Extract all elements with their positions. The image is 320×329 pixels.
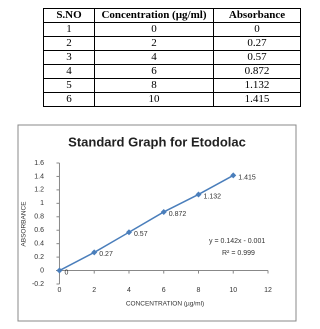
data-label: 0.57 (134, 231, 148, 238)
data-label: 0.27 (99, 251, 113, 258)
data-point (230, 172, 237, 179)
data-point (195, 191, 202, 198)
y-tick-label: 0.2 (34, 254, 44, 261)
y-tick-label: 1.6 (34, 160, 44, 167)
y-tick-label: 1 (40, 200, 44, 207)
x-axis-label: CONCENTRATION (µg/ml) (126, 301, 204, 308)
table-row: 4 6 0.872 (43, 64, 301, 79)
x-tick-label: 6 (162, 287, 166, 294)
table-row: 5 8 1.132 (43, 78, 301, 93)
y-tick-label: -0.2 (32, 281, 44, 288)
y-tick-label: 1.2 (34, 187, 44, 194)
table-row: 6 10 1.415 (43, 92, 301, 107)
table-row: 2 2 0.27 (43, 36, 301, 51)
y-axis-label: ABSORBANCE (21, 201, 28, 247)
x-tick-label: 4 (127, 287, 131, 294)
y-tick-label: 0 (40, 267, 44, 274)
data-label: 0 (64, 269, 68, 276)
x-tick-label: 10 (229, 287, 237, 294)
chart-frame (17, 124, 297, 322)
data-label: 1.132 (203, 193, 221, 200)
series-line (59, 174, 234, 272)
table-cell: 1.415 (213, 92, 301, 107)
data-point (91, 249, 98, 256)
y-tick-label: 0.4 (34, 241, 44, 248)
data-point (56, 267, 63, 274)
data-label: 0.872 (169, 211, 187, 218)
x-tick-label: 8 (197, 287, 201, 294)
x-tick-label: 2 (92, 287, 96, 294)
data-label: 1.415 (238, 174, 256, 181)
table-body: 1 0 0 2 2 0.27 3 4 0.57 4 6 0.872 5 8 1.132 6 10 1.415 (43, 22, 301, 107)
y-tick-label: 0.8 (34, 214, 44, 221)
x-tick-label: 12 (264, 287, 272, 294)
chart-title: Standard Graph for Etodolac (68, 134, 246, 149)
table-row: 3 4 0.57 (43, 50, 301, 65)
x-tick-label: 0 (58, 287, 62, 294)
data-point (160, 208, 167, 215)
y-tick-label: 0.6 (34, 227, 44, 234)
annotation: R² = 0.999 (222, 250, 255, 257)
annotation: y = 0.142x - 0.001 (209, 238, 265, 245)
data-point (125, 229, 132, 236)
y-tick-label: 1.4 (34, 173, 44, 180)
